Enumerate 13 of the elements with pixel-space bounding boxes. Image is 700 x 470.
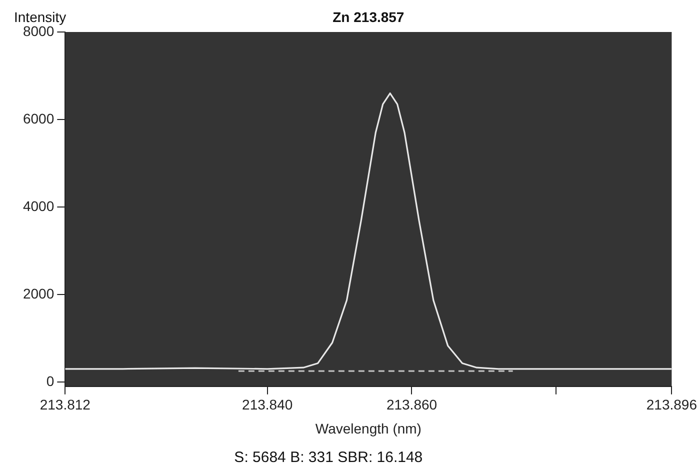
text: S: 5684 B: 331 SBR: 16.148 xyxy=(234,449,423,466)
x-axis-title: Wavelength (nm) xyxy=(315,420,422,436)
y-tick-label: 4000 xyxy=(22,198,54,214)
y-axis-title: Intensity xyxy=(14,9,66,25)
y-tick-label: 0 xyxy=(46,372,54,389)
x-tick-label: 213.860 xyxy=(386,396,438,413)
chart-title: Zn 213.857 xyxy=(332,9,404,25)
y-tick-label: 6000 xyxy=(22,110,54,126)
y-tick-label: 8000 xyxy=(22,22,54,39)
x-tick-label: 213.840 xyxy=(242,396,293,413)
x-tick-label: 213.896 xyxy=(646,396,698,413)
y-tick-label: 2000 xyxy=(22,285,54,302)
x-tick-label: 213.812 xyxy=(40,396,91,413)
